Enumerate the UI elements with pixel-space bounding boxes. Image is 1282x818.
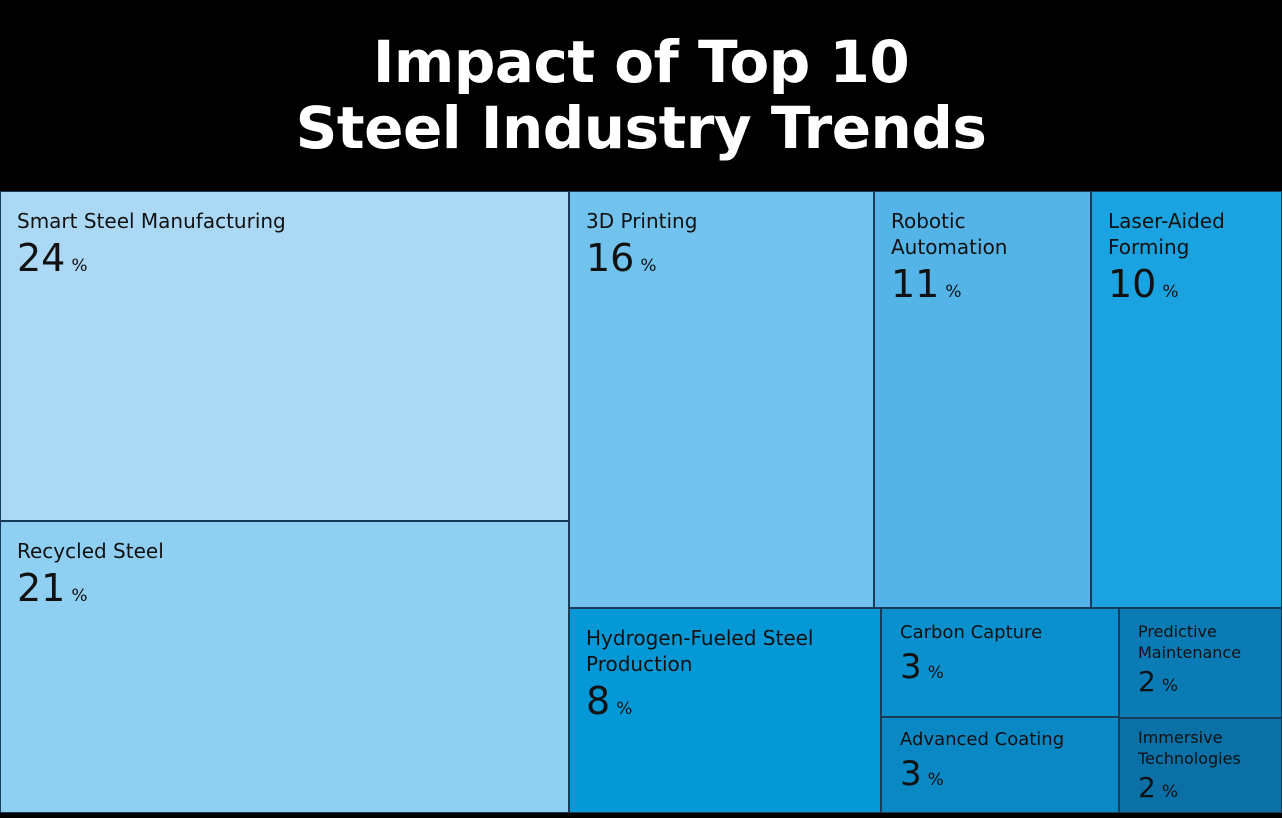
tile-value-unit: % [640, 256, 657, 276]
tile-value-unit: % [616, 699, 633, 719]
treemap-tile: Smart Steel Manufacturing 24% [0, 191, 569, 521]
tile-value: 11% [891, 264, 1090, 304]
tile-value: 16% [586, 238, 873, 278]
treemap-tile: Recycled Steel 21% [0, 521, 569, 813]
tile-label: Carbon Capture [900, 622, 1043, 643]
tile-value: 3% [900, 756, 1118, 792]
treemap-tile: Laser-Aided Forming 10% [1091, 191, 1282, 608]
tile-value-unit: % [1162, 282, 1179, 302]
treemap-tile: 3D Printing 16% [569, 191, 874, 608]
treemap-tile: Predictive Maintenance 2% [1119, 608, 1282, 718]
tile-value-unit: % [71, 586, 88, 606]
chart-title-line-1: Impact of Top 10 [372, 28, 910, 96]
tile-value: 2% [1138, 667, 1281, 697]
tile-value-number: 3 [900, 754, 922, 794]
tile-value-number: 16 [586, 236, 635, 280]
tile-label: Recycled Steel [17, 539, 164, 563]
chart-title: Impact of Top 10 Steel Industry Trends [0, 0, 1282, 190]
tile-value: 10% [1108, 264, 1281, 304]
tile-value: 3% [900, 649, 1118, 685]
tile-label: 3D Printing [586, 209, 698, 233]
tile-label: Robotic Automation [891, 209, 1008, 259]
tile-label: Smart Steel Manufacturing [17, 209, 286, 233]
tile-value-number: 10 [1108, 262, 1157, 306]
tile-value: 21% [17, 568, 568, 608]
treemap-tile: Immersive Technologies 2% [1119, 718, 1282, 813]
tile-value-number: 11 [891, 262, 940, 306]
tile-value: 8% [586, 681, 880, 721]
tile-value: 2% [1138, 773, 1281, 803]
tile-value-number: 3 [900, 647, 922, 687]
tile-label: Laser-Aided Forming [1108, 209, 1225, 259]
tile-label: Immersive Technologies [1138, 728, 1241, 768]
tile-value-number: 8 [586, 679, 611, 723]
tile-value-unit: % [71, 256, 88, 276]
treemap-tile: Robotic Automation 11% [874, 191, 1091, 608]
tile-value-unit: % [927, 770, 944, 790]
tile-value-unit: % [945, 282, 962, 302]
treemap-tile: Advanced Coating 3% [881, 717, 1119, 813]
tile-value-unit: % [1161, 676, 1178, 696]
tile-label: Predictive Maintenance [1138, 622, 1242, 662]
tile-value-number: 21 [17, 566, 66, 610]
tile-value-number: 2 [1138, 771, 1156, 804]
tile-label: Advanced Coating [900, 729, 1065, 750]
tile-value-number: 24 [17, 236, 66, 280]
chart-title-line-2: Steel Industry Trends [295, 94, 987, 162]
treemap-tile: Hydrogen-Fueled Steel Production 8% [569, 608, 881, 813]
tile-value: 24% [17, 238, 568, 278]
tile-value-number: 2 [1138, 665, 1156, 698]
tile-value-unit: % [927, 663, 944, 683]
tile-value-unit: % [1161, 782, 1178, 802]
treemap-tile: Carbon Capture 3% [881, 608, 1119, 717]
tile-label: Hydrogen-Fueled Steel Production [586, 626, 814, 676]
